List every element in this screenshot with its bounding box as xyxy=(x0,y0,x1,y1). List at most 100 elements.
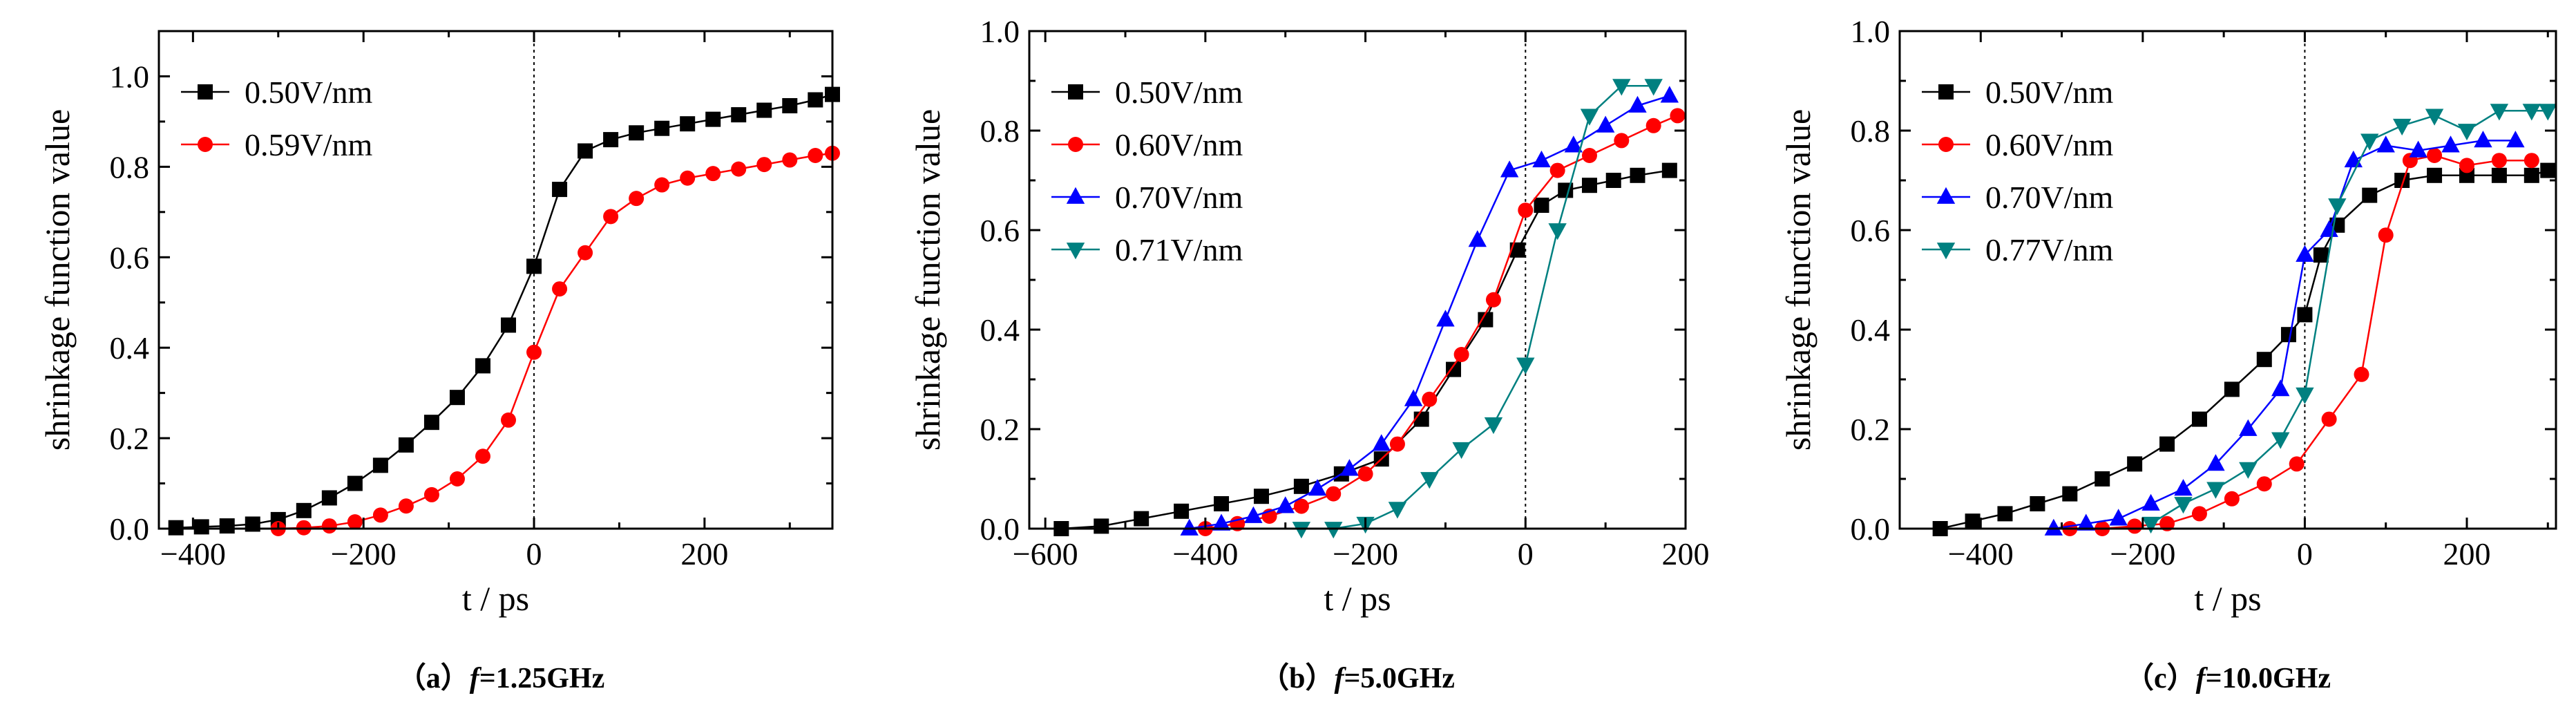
y-tick-label: 0.2 xyxy=(1851,412,1891,447)
data-point xyxy=(2191,411,2207,427)
data-point xyxy=(2297,307,2313,323)
data-point xyxy=(2313,247,2329,263)
series-0.50V/nm xyxy=(1932,162,2556,536)
legend-marker xyxy=(1936,187,1956,204)
data-point xyxy=(526,258,542,274)
y-tick-label: 0.2 xyxy=(110,421,150,456)
data-point xyxy=(1509,242,1525,258)
data-point xyxy=(475,358,490,374)
data-point xyxy=(2174,497,2193,514)
data-point xyxy=(1372,434,1391,451)
data-point xyxy=(1532,150,1551,168)
data-point xyxy=(2296,387,2314,404)
data-point xyxy=(2239,462,2258,479)
legend: 0.50V/nm 0.60V/nm 0.70V/nm 0.71V/nm xyxy=(1051,75,1243,267)
data-point xyxy=(1094,518,1109,534)
series-line xyxy=(2070,154,2532,530)
x-tick-label: −200 xyxy=(1333,536,1398,571)
data-point xyxy=(1293,478,1309,494)
legend-label: 0.77V/nm xyxy=(1985,232,2114,267)
data-point xyxy=(1965,513,1981,529)
data-point xyxy=(501,412,517,428)
data-point xyxy=(1661,162,1677,178)
data-point xyxy=(2491,153,2507,169)
series-0.71V/nm xyxy=(1292,79,1663,539)
data-point xyxy=(654,177,670,193)
legend: 0.50V/nm 0.59V/nm xyxy=(181,75,373,162)
data-point xyxy=(1549,162,1565,178)
x-axis-label: t / ps xyxy=(2194,579,2261,618)
data-point xyxy=(2490,104,2509,121)
data-point xyxy=(1518,202,1534,218)
data-point xyxy=(2491,167,2507,183)
data-point xyxy=(2427,167,2443,183)
data-point xyxy=(680,116,696,132)
data-point xyxy=(321,490,337,506)
data-point xyxy=(2328,198,2347,216)
caption-prefix: （a） xyxy=(397,662,470,694)
series-0.77V/nm xyxy=(2141,104,2557,534)
data-point xyxy=(629,125,645,141)
data-point xyxy=(2362,187,2378,203)
legend-label: 0.60V/nm xyxy=(1985,127,2114,162)
data-point xyxy=(1389,436,1405,452)
data-point xyxy=(2030,496,2045,511)
data-point xyxy=(2376,135,2395,153)
data-point xyxy=(808,148,823,163)
data-point xyxy=(552,281,568,297)
data-point xyxy=(1453,347,1469,362)
y-tick-label: 0.6 xyxy=(110,240,150,275)
x-tick-label: −200 xyxy=(2110,536,2175,571)
chart-panel-b: −600 −400 −200 0 200 0.0 0.2 0.4 0.6 0.8 1.0 t / ps… xyxy=(908,14,1710,694)
y-tick-label: 0.6 xyxy=(1851,213,1891,248)
legend-marker xyxy=(1068,84,1083,100)
data-point xyxy=(2141,516,2160,534)
y-axis-label: shrinkage function value xyxy=(1779,109,1817,451)
legend: 0.50V/nm 0.60V/nm 0.70V/nm 0.77V/nm xyxy=(1922,75,2114,267)
panel-caption: （b）f=5.0GHz xyxy=(1260,662,1455,694)
data-point xyxy=(423,486,439,502)
legend-marker xyxy=(1066,243,1085,260)
legend-label: 0.70V/nm xyxy=(1115,180,1243,215)
legend-marker xyxy=(1936,243,1956,260)
data-point xyxy=(1500,160,1519,178)
data-point xyxy=(1253,489,1269,504)
data-point xyxy=(1308,479,1327,496)
data-point xyxy=(1596,115,1615,133)
data-point xyxy=(2540,162,2556,178)
data-point xyxy=(2441,135,2460,153)
data-point xyxy=(2271,432,2290,449)
series-line xyxy=(1301,84,1654,530)
data-point xyxy=(2459,158,2474,173)
data-point xyxy=(705,111,721,127)
data-point xyxy=(654,120,670,136)
data-point xyxy=(449,390,465,406)
y-tick-label: 0.6 xyxy=(980,213,1020,248)
data-point xyxy=(2378,227,2394,243)
data-point xyxy=(680,170,696,186)
data-point xyxy=(1645,117,1661,133)
data-point xyxy=(2095,471,2110,486)
x-tick-label: 0 xyxy=(2297,536,2313,571)
x-tick-label: −400 xyxy=(1172,536,1238,571)
data-point xyxy=(2062,486,2078,502)
caption-prefix: （c） xyxy=(2125,662,2196,694)
data-point xyxy=(1420,472,1439,489)
data-point xyxy=(2523,153,2539,169)
legend-label: 0.60V/nm xyxy=(1115,127,1243,162)
data-point xyxy=(782,152,798,168)
y-axis-label: shrinkage function value xyxy=(908,109,947,451)
series-0.70V/nm xyxy=(2044,131,2525,536)
x-tick-label: −400 xyxy=(160,536,226,571)
data-point xyxy=(475,448,490,464)
legend-label: 0.50V/nm xyxy=(1985,75,2114,110)
y-tick-label: 0.0 xyxy=(980,511,1020,547)
data-point xyxy=(2425,108,2444,126)
data-point xyxy=(1581,148,1597,163)
data-point xyxy=(2127,518,2143,534)
data-point xyxy=(347,514,363,530)
series-0.59V/nm xyxy=(270,145,840,536)
y-tick-label: 0.8 xyxy=(110,149,150,185)
data-point xyxy=(2109,509,2128,526)
y-tick-label: 0.4 xyxy=(1851,312,1891,348)
